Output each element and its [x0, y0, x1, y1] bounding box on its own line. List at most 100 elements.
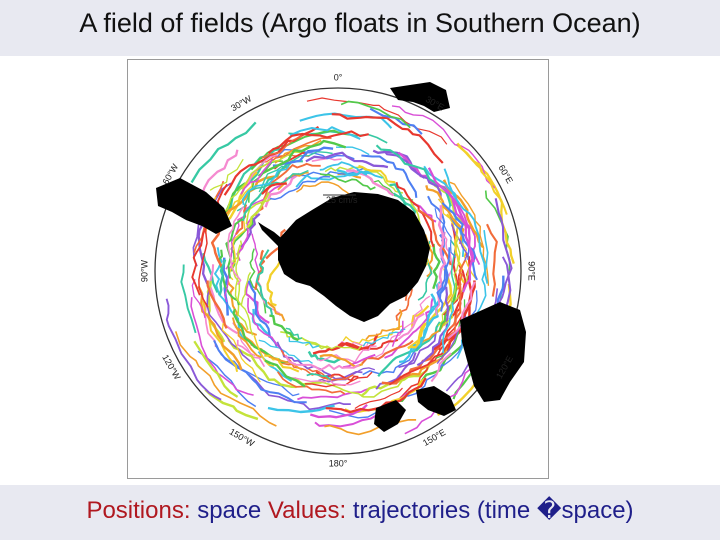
float-trajectory — [416, 286, 449, 367]
float-trajectory — [436, 247, 451, 312]
values-value: trajectories (time �space) — [352, 497, 634, 524]
float-trajectory — [246, 192, 271, 229]
float-trajectory — [193, 340, 239, 398]
float-trajectory — [241, 165, 290, 205]
float-trajectory — [447, 281, 476, 340]
values-label: Values: — [267, 497, 347, 524]
south-america-landmass — [156, 178, 232, 234]
float-trajectory — [209, 158, 244, 191]
footer-caption: Positions: space Values: trajectories (t… — [0, 496, 720, 525]
float-trajectory — [202, 252, 219, 293]
float-trajectory — [369, 107, 423, 135]
float-trajectory — [340, 100, 411, 129]
float-trajectory — [434, 208, 457, 258]
float-trajectory — [254, 162, 321, 217]
float-trajectory — [214, 344, 300, 397]
float-trajectory — [307, 350, 341, 364]
float-trajectory — [285, 327, 303, 340]
float-trajectory — [165, 298, 222, 401]
float-trajectory — [226, 279, 258, 336]
float-trajectory — [440, 310, 459, 344]
float-trajectory — [251, 233, 260, 273]
float-trajectory — [346, 169, 395, 197]
float-trajectory — [277, 371, 346, 395]
float-trajectory — [227, 206, 245, 286]
float-trajectory — [443, 231, 454, 284]
slide-title: A field of fields (Argo floats in Southe… — [79, 8, 641, 38]
float-trajectory — [231, 317, 262, 359]
float-trajectory — [369, 178, 414, 201]
float-trajectory — [180, 264, 197, 334]
float-trajectory — [225, 198, 265, 270]
float-trajectory — [197, 285, 243, 371]
africa-landmass — [390, 82, 450, 112]
antarctica-landmass — [278, 192, 430, 322]
float-trajectory — [442, 187, 475, 293]
float-trajectory — [449, 260, 466, 329]
float-trajectory — [433, 184, 467, 227]
float-trajectory — [267, 301, 286, 322]
float-trajectory — [354, 387, 403, 410]
positions-label: Positions: — [86, 497, 191, 524]
float-trajectory — [427, 167, 475, 263]
float-trajectory — [225, 218, 244, 279]
positions-value: space — [197, 497, 262, 524]
float-trajectory — [216, 151, 301, 218]
float-trajectory — [253, 335, 275, 367]
float-trajectory — [288, 377, 361, 386]
float-trajectory — [304, 342, 363, 351]
float-trajectory — [423, 165, 459, 206]
float-trajectory — [361, 339, 414, 365]
scale-label: 25 cm/s — [326, 195, 358, 205]
float-trajectory — [213, 339, 307, 404]
meridian-label: 180° — [329, 458, 348, 468]
float-trajectory — [381, 338, 444, 385]
float-trajectory — [191, 279, 206, 319]
new-zealand-landmass — [416, 386, 456, 416]
float-trajectory — [426, 280, 442, 318]
float-trajectory — [284, 354, 360, 371]
float-trajectory — [417, 208, 452, 266]
float-trajectory — [198, 224, 209, 308]
float-trajectory — [288, 336, 320, 349]
float-trajectory — [391, 320, 404, 347]
float-trajectory — [269, 175, 331, 201]
float-trajectory — [319, 161, 384, 179]
float-trajectory — [411, 293, 439, 353]
float-trajectory — [443, 232, 461, 327]
float-trajectory — [235, 204, 248, 236]
float-trajectory — [374, 295, 431, 358]
float-trajectory — [218, 259, 227, 296]
float-trajectory — [306, 97, 448, 145]
float-trajectory — [383, 149, 442, 200]
float-trajectory — [362, 345, 420, 376]
float-trajectory — [261, 135, 303, 159]
float-trajectory — [436, 205, 447, 292]
float-trajectory — [247, 297, 285, 354]
float-trajectory — [221, 323, 261, 383]
float-trajectory — [236, 169, 309, 212]
float-trajectory — [336, 169, 368, 177]
float-trajectory — [361, 154, 418, 198]
float-trajectory — [324, 419, 417, 436]
float-trajectory — [240, 272, 252, 307]
float-trajectory — [388, 343, 449, 386]
meridian-label: 90°W — [139, 259, 149, 282]
float-trajectory — [430, 352, 452, 383]
float-trajectory — [321, 380, 403, 398]
title-bar — [0, 0, 720, 56]
float-trajectory — [391, 105, 496, 189]
float-trajectory — [206, 280, 228, 329]
float-trajectory — [317, 345, 377, 363]
float-trajectory — [206, 289, 252, 363]
new-zealand-south-landmass — [374, 400, 406, 432]
float-trajectory — [297, 385, 375, 401]
float-trajectory — [247, 154, 279, 185]
float-trajectory — [319, 354, 364, 368]
float-trajectory — [441, 302, 455, 353]
float-trajectory — [190, 121, 257, 184]
float-trajectory — [358, 164, 396, 184]
float-trajectory — [269, 355, 303, 371]
float-trajectory — [240, 158, 274, 195]
float-trajectory — [411, 304, 430, 329]
